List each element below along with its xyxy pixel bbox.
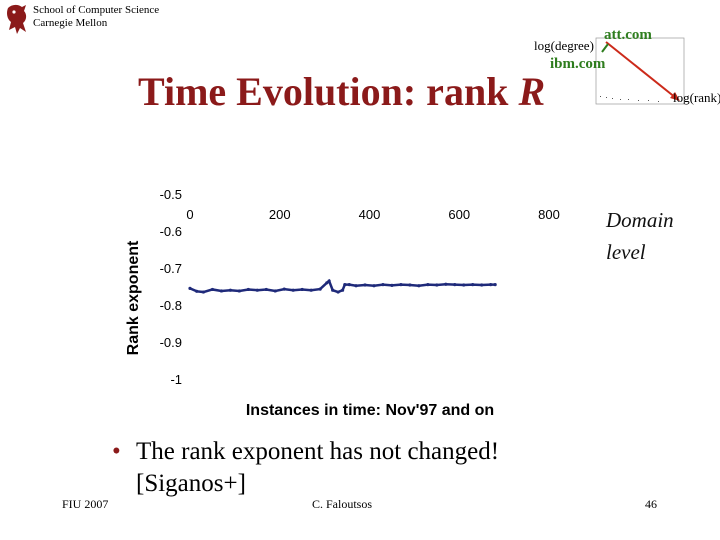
data-point bbox=[426, 283, 430, 287]
chart-ylabel: Rank exponent bbox=[125, 240, 142, 355]
footer-venue: FIU 2007 bbox=[62, 497, 109, 511]
data-point bbox=[237, 289, 241, 293]
data-point bbox=[340, 288, 345, 292]
data-point bbox=[255, 288, 259, 292]
y-tick-label: -1 bbox=[170, 372, 182, 387]
data-point bbox=[228, 288, 232, 292]
bullet-marker: • bbox=[112, 438, 121, 465]
inset-label-att: att.com bbox=[604, 27, 652, 43]
y-tick-label: -0.5 bbox=[160, 187, 182, 202]
bullet-item: • The rank exponent has not changed! bbox=[112, 436, 499, 468]
inset-xlabel: log(rank) bbox=[673, 90, 720, 105]
data-point bbox=[390, 283, 394, 287]
data-point bbox=[327, 279, 331, 283]
data-point bbox=[453, 283, 457, 287]
inset-arrow bbox=[605, 41, 677, 99]
footer-author: C. Faloutsos bbox=[312, 497, 373, 511]
data-point bbox=[210, 287, 215, 292]
inset-plot: log(degree) log(rank) att.com ibm.com bbox=[534, 27, 720, 105]
data-point bbox=[300, 287, 304, 292]
domain-level-note: Domain level bbox=[606, 204, 674, 268]
data-point bbox=[336, 290, 340, 294]
data-point bbox=[493, 283, 497, 287]
inset-arrow-head bbox=[670, 92, 680, 101]
data-point bbox=[462, 283, 466, 287]
x-tick-label: 200 bbox=[269, 207, 291, 222]
data-point bbox=[309, 288, 313, 292]
y-tick-label: -0.6 bbox=[160, 224, 182, 239]
note-line-1: Domain bbox=[606, 208, 674, 232]
x-tick-label: 800 bbox=[538, 207, 560, 222]
bullet-citation: [Siganos+] bbox=[136, 470, 246, 497]
series-line bbox=[189, 278, 496, 294]
data-point bbox=[343, 283, 347, 287]
data-point bbox=[347, 283, 351, 287]
data-point bbox=[318, 287, 322, 291]
school-name: School of Computer Science bbox=[33, 4, 160, 16]
data-point bbox=[444, 282, 448, 286]
data-point bbox=[273, 289, 277, 293]
inset-ylabel: log(degree) bbox=[534, 38, 594, 53]
note-line-2: level bbox=[606, 240, 646, 264]
data-point bbox=[381, 283, 385, 287]
bullet-text: The rank exponent has not changed! bbox=[136, 438, 500, 465]
inset-green-tick bbox=[601, 43, 609, 53]
data-point bbox=[331, 288, 335, 292]
data-point bbox=[246, 287, 250, 292]
data-point bbox=[417, 284, 421, 288]
y-tick-label: -0.7 bbox=[160, 261, 182, 276]
data-point bbox=[435, 283, 439, 287]
data-point bbox=[219, 289, 224, 293]
data-point bbox=[399, 283, 403, 287]
data-point bbox=[372, 284, 376, 288]
data-point bbox=[408, 283, 412, 287]
title-symbol: R bbox=[518, 69, 546, 114]
x-tick-label: 600 bbox=[448, 207, 470, 222]
data-point bbox=[480, 283, 484, 287]
y-tick-label: -0.8 bbox=[160, 298, 182, 313]
x-tick-label: 0 bbox=[186, 207, 193, 222]
inset-points bbox=[600, 96, 659, 102]
inset-frame bbox=[595, 37, 685, 105]
data-point bbox=[264, 287, 268, 292]
slide-title: Time Evolution: rank R bbox=[138, 68, 545, 116]
data-point bbox=[354, 284, 358, 288]
cmu-logo-icon bbox=[7, 4, 27, 35]
data-point bbox=[201, 290, 206, 294]
slide-number: 46 bbox=[645, 497, 657, 511]
data-point bbox=[188, 286, 192, 290]
university-name: Carnegie Mellon bbox=[33, 17, 108, 29]
data-point bbox=[363, 283, 367, 287]
data-point bbox=[471, 283, 475, 287]
data-point bbox=[489, 283, 493, 287]
chart-xlabel: Instances in time: Nov'97 and on bbox=[246, 402, 494, 419]
data-point bbox=[195, 289, 199, 293]
data-point bbox=[291, 288, 295, 292]
school-header: School of Computer Science Carnegie Mell… bbox=[33, 4, 159, 30]
x-tick-label: 400 bbox=[359, 207, 381, 222]
rank-exponent-chart: 0 200 400 600 800 -0.5 -0.6 -0.7 -0.8 -0.9 -1 Rank… bbox=[125, 187, 560, 419]
y-tick-label: -0.9 bbox=[160, 335, 182, 350]
data-point bbox=[325, 281, 329, 285]
inset-label-ibm: ibm.com bbox=[550, 56, 606, 72]
bullet-list: • The rank exponent has not changed! [Sig… bbox=[112, 436, 499, 500]
data-point bbox=[282, 287, 286, 291]
title-text: Time Evolution: rank bbox=[138, 69, 519, 114]
